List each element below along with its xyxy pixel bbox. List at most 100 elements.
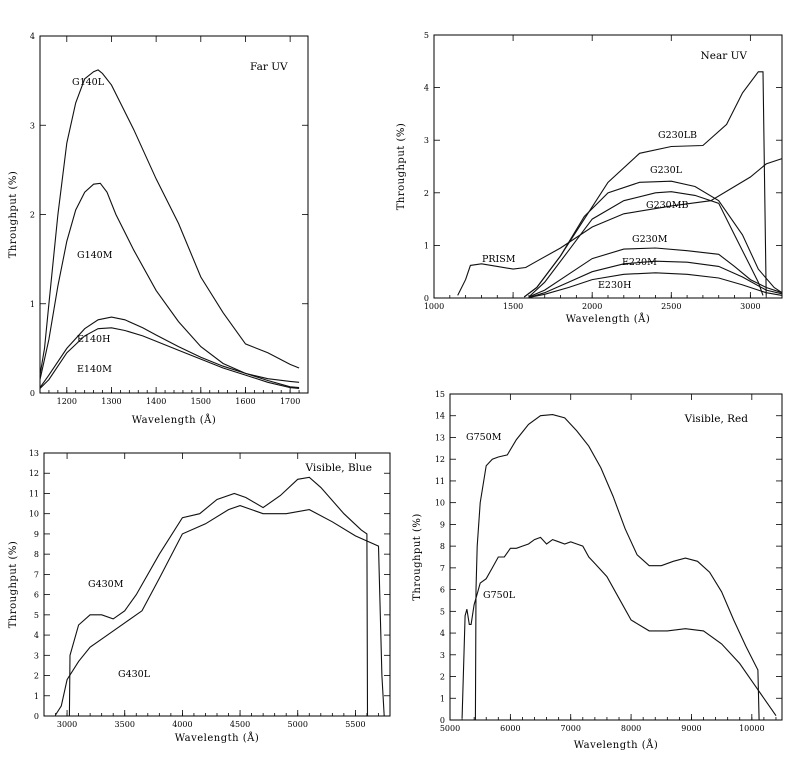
x-tick-label: 1500 bbox=[191, 397, 211, 406]
y-tick-label: 3 bbox=[424, 136, 429, 145]
series-line-g750l bbox=[461, 536, 777, 718]
x-axis-label: Wavelength (Å) bbox=[175, 732, 260, 744]
series-line-g430l bbox=[55, 505, 385, 717]
y-tick-label: 0 bbox=[30, 389, 35, 398]
x-tick-label: 5000 bbox=[440, 724, 460, 733]
x-tick-label: 4000 bbox=[172, 720, 192, 729]
y-axis-label: Throughput (%) bbox=[8, 171, 19, 259]
y-tick-label: 7 bbox=[34, 570, 39, 579]
x-axis-label: Wavelength (Å) bbox=[132, 414, 217, 426]
series-label-g430l: G430L bbox=[118, 669, 151, 680]
series-line-g230mb bbox=[528, 191, 764, 298]
y-axis-label: Throughput (%) bbox=[8, 541, 19, 629]
x-tick-label: 1500 bbox=[503, 302, 523, 311]
y-tick-label: 12 bbox=[435, 455, 445, 464]
y-tick-label: 4 bbox=[440, 629, 445, 638]
x-tick-label: 3500 bbox=[115, 720, 135, 729]
x-tick-label: 7000 bbox=[561, 724, 581, 733]
y-axis-label: Throughput (%) bbox=[412, 513, 423, 601]
series-label-g750l: G750L bbox=[483, 590, 516, 601]
chart-panel-visible-red: 5000 6000 7000 8000 9000 10000012345678910111… bbox=[412, 390, 783, 751]
series-label-g230mb: G230MB bbox=[646, 200, 688, 211]
plot-frame bbox=[449, 393, 783, 721]
series-label-g230l: G230L bbox=[650, 165, 683, 176]
x-axis-label: Wavelength (Å) bbox=[566, 313, 651, 325]
series-line-e230h bbox=[528, 272, 783, 299]
x-tick-label: 1200 bbox=[57, 397, 77, 406]
chart-panel-visible-blue: 3000 3500 4000 4500 5000 55000123456789101112… bbox=[8, 449, 391, 744]
panel-title: Far UV bbox=[250, 61, 288, 73]
panel-title: Visible, Blue bbox=[304, 462, 372, 474]
y-tick-label: 4 bbox=[424, 84, 429, 93]
series-line-prism bbox=[457, 158, 783, 296]
x-tick-label: 1000 bbox=[424, 302, 444, 311]
y-tick-label: 1 bbox=[34, 692, 39, 701]
y-tick-label: 2 bbox=[440, 673, 445, 682]
x-tick-label: 2000 bbox=[582, 302, 602, 311]
series-line-g230m bbox=[528, 247, 783, 298]
x-tick-label: 5000 bbox=[288, 720, 308, 729]
y-tick-label: 5 bbox=[34, 611, 39, 620]
x-tick-label: 1400 bbox=[146, 397, 166, 406]
y-tick-label: 14 bbox=[435, 412, 445, 421]
x-tick-label: 3000 bbox=[57, 720, 77, 729]
series-label-e230h: E230H bbox=[598, 280, 631, 291]
y-tick-label: 3 bbox=[34, 651, 39, 660]
panel-title: Visible, Red bbox=[684, 413, 749, 425]
y-tick-label: 5 bbox=[424, 31, 429, 40]
chart-panel-near-uv: 1000 1500 2000 2500 3000 0 1 2 3 4 5 Wavelength (Å)… bbox=[396, 31, 783, 325]
y-tick-label: 12 bbox=[29, 469, 39, 478]
y-tick-label: 7 bbox=[440, 564, 445, 573]
y-tick-label: 1 bbox=[424, 241, 429, 250]
y-tick-label: 13 bbox=[29, 449, 39, 458]
y-tick-label: 4 bbox=[34, 631, 39, 640]
y-tick-label: 0 bbox=[424, 294, 429, 303]
x-tick-label: 8000 bbox=[621, 724, 641, 733]
series-line-g140l bbox=[39, 69, 300, 376]
x-axis-label: Wavelength (Å) bbox=[574, 739, 659, 751]
x-tick-label: 1600 bbox=[235, 397, 255, 406]
series-line-g430m bbox=[68, 476, 369, 717]
y-tick-label: 4 bbox=[30, 32, 35, 41]
y-tick-label: 13 bbox=[435, 433, 445, 442]
y-tick-label: 0 bbox=[440, 716, 445, 725]
y-tick-label: 9 bbox=[440, 520, 445, 529]
series-label-g430m: G430M bbox=[88, 579, 124, 590]
y-tick-label: 1 bbox=[30, 300, 35, 309]
y-tick-label: 9 bbox=[34, 530, 39, 539]
x-tick-label: 9000 bbox=[681, 724, 701, 733]
y-tick-label: 8 bbox=[440, 542, 445, 551]
x-tick-label: 1300 bbox=[101, 397, 121, 406]
y-tick-label: 2 bbox=[30, 211, 35, 220]
y-tick-label: 10 bbox=[29, 510, 39, 519]
y-axis-label: Throughput (%) bbox=[396, 123, 407, 211]
y-tick-label: 6 bbox=[440, 586, 445, 595]
x-tick-label: 4500 bbox=[230, 720, 250, 729]
y-tick-label: 1 bbox=[440, 694, 445, 703]
y-tick-label: 11 bbox=[435, 477, 445, 486]
y-tick-label: 15 bbox=[435, 390, 445, 399]
series-label-g230lb: G230LB bbox=[658, 130, 697, 141]
y-tick-label: 5 bbox=[440, 607, 445, 616]
x-tick-label: 1700 bbox=[280, 397, 300, 406]
series-line-g750m bbox=[474, 414, 760, 721]
x-tick-label: 3000 bbox=[740, 302, 760, 311]
x-tick-label: 5500 bbox=[345, 720, 365, 729]
series-label-g750m: G750M bbox=[466, 432, 502, 443]
y-tick-label: 3 bbox=[30, 121, 35, 130]
series-line-e140h bbox=[39, 316, 300, 389]
y-tick-label: 0 bbox=[34, 712, 39, 721]
series-line-e230m bbox=[528, 260, 783, 299]
y-tick-label: 8 bbox=[34, 550, 39, 559]
y-tick-label: 3 bbox=[440, 651, 445, 660]
series-label-prism: PRISM bbox=[482, 254, 516, 265]
series-label-g230m: G230M bbox=[632, 234, 668, 245]
series-line-g140m bbox=[39, 182, 300, 383]
series-label-g140m: G140M bbox=[77, 250, 113, 261]
series-line-e140m bbox=[39, 327, 300, 390]
chart-panel-far-uv: 1200 1300 1400 1500 1600 1700 0 1 2 3 4 Wavelength … bbox=[8, 32, 309, 426]
y-tick-label: 11 bbox=[29, 489, 39, 498]
series-label-g140l: G140L bbox=[72, 77, 105, 88]
x-tick-label: 6000 bbox=[500, 724, 520, 733]
